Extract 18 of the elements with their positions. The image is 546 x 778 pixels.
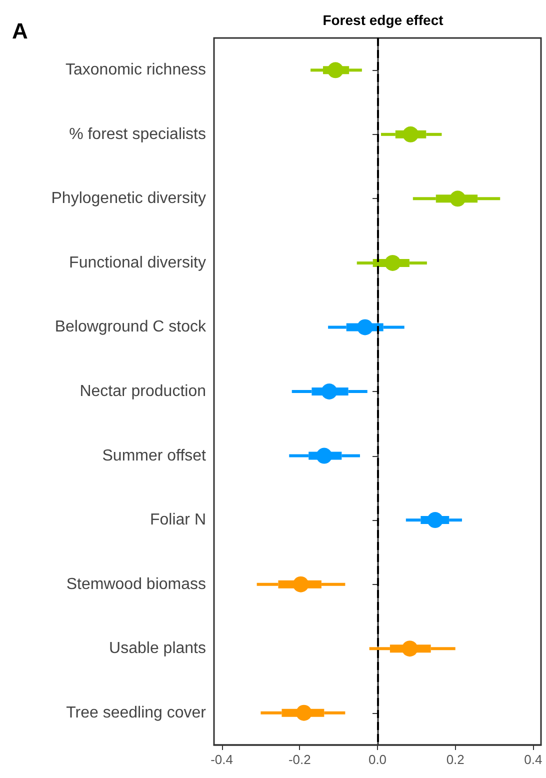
chart-title: Forest edge effect (322, 12, 444, 28)
y-tick-label: Usable plants (109, 640, 206, 658)
text: A (12, 18, 28, 44)
y-tick-label: Belowground C stock (54, 318, 207, 336)
y-tick-label: Foliar N (150, 512, 206, 529)
y-tick-label: Taxonomic richness (66, 62, 206, 79)
x-tick-label: 0.0 (368, 752, 387, 767)
x-tick-label: -0.4 (210, 752, 233, 767)
y-tick-label: Stemwood biomass (66, 576, 206, 593)
x-tick-label: 0.4 (524, 752, 542, 767)
y-tick-label: Summer offset (102, 447, 207, 464)
x-tick-label: -0.2 (288, 752, 311, 767)
y-tick-label: Tree seedling cover (66, 704, 207, 722)
y-tick-label: Phylogenetic diversity (51, 190, 206, 208)
y-tick-label: Nectar production (80, 383, 206, 400)
x-tick-label: 0.2 (446, 752, 464, 767)
y-tick-label: Functional diversity (69, 254, 206, 272)
y-tick-label: % forest specialists (69, 126, 206, 143)
